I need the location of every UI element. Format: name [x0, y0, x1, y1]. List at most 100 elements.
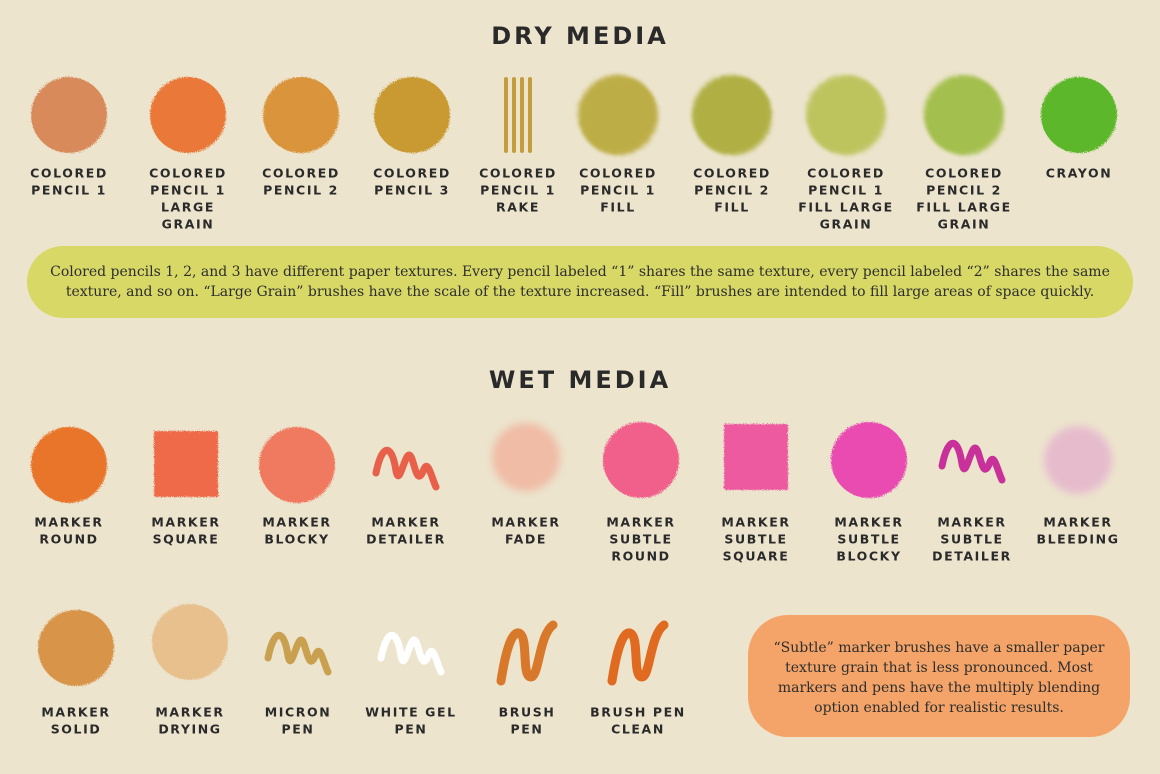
brush-label: BRUSH PEN	[590, 705, 686, 720]
swatch	[31, 77, 107, 153]
brush-label: PEN	[395, 722, 428, 737]
brush-label: MARKER	[834, 515, 903, 530]
brush-label: FILL	[600, 200, 636, 215]
swatch	[724, 424, 788, 490]
brush-label: SOLID	[51, 722, 102, 737]
brush-label: PENCIL 1	[150, 183, 226, 198]
note-text: markers and pens have the multiply blend…	[778, 680, 1100, 696]
brush-label: GRAIN	[820, 217, 873, 232]
brush-label: FILL	[714, 200, 750, 215]
brush-label: FILL LARGE	[798, 200, 894, 215]
brush-label: COLORED	[30, 166, 108, 181]
brush-label: DETAILER	[366, 532, 446, 547]
brush-label: MARKER	[41, 705, 110, 720]
brush-label: MARKER	[937, 515, 1006, 530]
brush-label: BLOCKY	[836, 549, 901, 564]
swatch	[578, 75, 658, 155]
brush-label: PEN	[511, 722, 544, 737]
swatch	[31, 427, 107, 503]
brush-label: CRAYON	[1046, 166, 1113, 181]
brush-label: MARKER	[151, 515, 220, 530]
brush-label: SQUARE	[153, 532, 220, 547]
brush-label: COLORED	[149, 166, 227, 181]
swatch	[264, 631, 332, 676]
brush-label: PENCIL 2	[926, 183, 1002, 198]
swatch	[154, 431, 218, 497]
swatch	[831, 422, 907, 498]
brush-label: ROUND	[39, 532, 98, 547]
brush-label: COLORED	[807, 166, 885, 181]
brush-label: COLORED	[579, 166, 657, 181]
brush-label: DETAILER	[932, 549, 1012, 564]
swatch	[806, 75, 886, 155]
brush-label: PENCIL 2	[694, 183, 770, 198]
brush-label: COLORED	[693, 166, 771, 181]
swatch	[150, 77, 226, 153]
brush-label: MARKER	[721, 515, 790, 530]
brush-label: COLORED	[479, 166, 557, 181]
brush-label: MARKER	[1043, 515, 1112, 530]
note-text: “Subtle” marker brushes have a smaller p…	[774, 640, 1105, 656]
section-title: WET MEDIA	[489, 366, 671, 394]
brush-label: PENCIL 1	[31, 183, 107, 198]
brush-label: COLORED	[373, 166, 451, 181]
brush-label: COLORED	[925, 166, 1003, 181]
brush-label: BLEEDING	[1036, 532, 1119, 547]
swatch	[259, 427, 335, 503]
brush-label: MICRON	[265, 705, 332, 720]
brush-label: BLOCKY	[264, 532, 329, 547]
brush-label: WHITE GEL	[365, 705, 456, 720]
swatch	[1041, 77, 1117, 153]
swatch	[263, 77, 339, 153]
brush-label: SUBTLE	[609, 532, 672, 547]
swatch	[492, 423, 560, 491]
swatch	[1044, 426, 1112, 494]
section-title: DRY MEDIA	[491, 22, 669, 50]
swatch	[374, 77, 450, 153]
swatch	[38, 610, 114, 686]
brush-label: LARGE	[161, 200, 215, 215]
brush-label: GRAIN	[162, 217, 215, 232]
brush-label: MARKER	[155, 705, 224, 720]
swatch	[496, 620, 558, 686]
swatch	[372, 446, 440, 491]
note-text: texture, and so on. “Large Grain” brushe…	[66, 284, 1094, 300]
note-text: Colored pencils 1, 2, and 3 have differe…	[50, 264, 1110, 280]
brush-label: FILL LARGE	[916, 200, 1012, 215]
brush-label: SUBTLE	[940, 532, 1003, 547]
brush-label: COLORED	[262, 166, 340, 181]
brush-label: GRAIN	[938, 217, 991, 232]
swatch	[607, 620, 669, 686]
note-pill	[27, 246, 1133, 318]
swatch	[924, 75, 1004, 155]
brush-label: SUBTLE	[724, 532, 787, 547]
brush-label: RAKE	[496, 200, 540, 215]
brush-label: FADE	[505, 532, 547, 547]
brush-label: PENCIL 1	[580, 183, 656, 198]
brush-label: DRYING	[158, 722, 221, 737]
brush-label: PEN	[282, 722, 315, 737]
note-pill	[748, 615, 1130, 737]
swatch	[692, 75, 772, 155]
swatch	[152, 604, 228, 680]
brush-label: ROUND	[611, 549, 670, 564]
brush-label: MARKER	[262, 515, 331, 530]
brush-label: MARKER	[34, 515, 103, 530]
brush-label: SQUARE	[723, 549, 790, 564]
brush-label: PENCIL 1	[480, 183, 556, 198]
brush-label: PENCIL 1	[808, 183, 884, 198]
brush-label: SUBTLE	[837, 532, 900, 547]
note-text: option enabled for realistic results.	[814, 700, 1064, 716]
brush-label: MARKER	[371, 515, 440, 530]
brush-label: PENCIL 2	[263, 183, 339, 198]
brush-label: CLEAN	[611, 722, 665, 737]
note-text: texture grain that is less pronounced. M…	[785, 660, 1093, 676]
brush-label: BRUSH	[499, 705, 556, 720]
swatch	[938, 439, 1006, 484]
brush-label: MARKER	[606, 515, 675, 530]
swatch	[603, 422, 679, 498]
brush-label: MARKER	[491, 515, 560, 530]
brush-label: PENCIL 3	[374, 183, 450, 198]
swatch	[377, 631, 445, 676]
